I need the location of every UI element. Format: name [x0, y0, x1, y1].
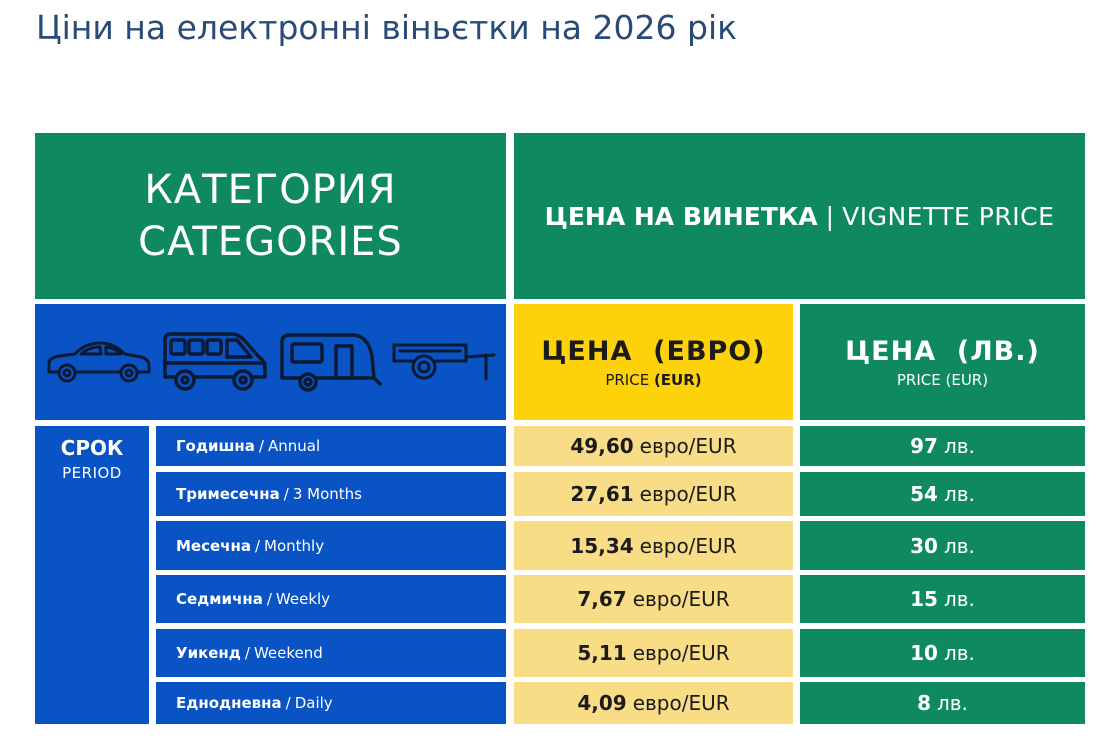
table-cell-eur: 49,60 евро/EUR — [514, 426, 793, 466]
period-label-bg: СРОК — [60, 436, 124, 460]
row-name-en: Weekly — [275, 590, 331, 608]
table-row-label: Седмична / Weekly — [156, 575, 506, 623]
header-separator: | — [825, 201, 835, 231]
table-cell-eur: 4,09 евро/EUR — [514, 682, 793, 724]
row-name-bg: Седмична — [176, 590, 263, 608]
minibus-icon — [163, 332, 268, 391]
bgn-unit: лв. — [943, 587, 975, 611]
row-name-bg: Годишна — [176, 437, 255, 455]
eur-unit: евро/EUR — [639, 533, 737, 558]
eur-value: 5,11 — [577, 641, 627, 665]
eur-unit: евро/EUR — [632, 587, 730, 611]
vignette-price-header: ЦЕНА НА ВИНЕТКА | VIGNETTE PRICE — [514, 133, 1085, 299]
eur-value: 49,60 — [570, 434, 634, 458]
period-label-en: PERIOD — [62, 464, 122, 482]
car-icon — [47, 341, 151, 383]
eur-unit: евро/EUR — [632, 641, 730, 665]
table-row-label: Уикенд / Weekend — [156, 629, 506, 677]
row-name-bg: Еднодневна — [176, 694, 282, 712]
table-cell-bgn: 30 лв. — [800, 521, 1085, 570]
bgn-value: 8 — [917, 691, 931, 715]
row-name-en: 3 Months — [292, 485, 362, 503]
table-row-label: Годишна / Annual — [156, 426, 506, 466]
table-cell-eur: 7,67 евро/EUR — [514, 575, 793, 623]
table-cell-bgn: 54 лв. — [800, 472, 1085, 516]
bgn-value: 54 — [910, 482, 938, 506]
row-name-bg: Тримесечна — [176, 485, 280, 503]
category-title-bg: КАТЕГОРИЯ — [144, 167, 397, 213]
category-header: КАТЕГОРИЯ CATEGORIES — [35, 133, 506, 299]
price-eur-sub-prefix: PRICE — [605, 370, 650, 389]
table-cell-eur: 5,11 евро/EUR — [514, 629, 793, 677]
row-name-en: Weekend — [253, 644, 323, 662]
eur-value: 4,09 — [577, 691, 627, 715]
table-cell-eur: 27,61 евро/EUR — [514, 472, 793, 516]
bgn-unit: лв. — [943, 533, 975, 558]
table-row-label: Еднодневна / Daily — [156, 682, 506, 724]
row-name-en: Daily — [294, 694, 333, 712]
bgn-value: 30 — [910, 533, 938, 558]
price-eur-title: ЦЕНА (ЕВРО) — [541, 335, 766, 367]
eur-value: 15,34 — [570, 533, 634, 558]
eur-unit: евро/EUR — [639, 482, 737, 506]
category-title-en: CATEGORIES — [138, 219, 403, 265]
eur-unit: евро/EUR — [632, 691, 730, 715]
bgn-value: 15 — [910, 587, 938, 611]
caravan-icon — [279, 333, 382, 392]
bgn-value: 10 — [910, 641, 938, 665]
price-eur-sub-bold: (EUR) — [653, 370, 702, 389]
table-cell-bgn: 97 лв. — [800, 426, 1085, 466]
period-column: СРОК PERIOD — [35, 426, 149, 724]
eur-value: 7,67 — [577, 587, 627, 611]
row-name-bg: Месечна — [176, 536, 251, 555]
table-cell-bgn: 8 лв. — [800, 682, 1085, 724]
table-cell-eur: 15,34 евро/EUR — [514, 521, 793, 570]
price-bgn-subtitle: PRICE (EUR) — [896, 370, 989, 389]
vehicle-icons-bar — [35, 304, 506, 420]
bgn-unit: лв. — [943, 641, 975, 665]
eur-value: 27,61 — [570, 482, 634, 506]
row-name-en: Monthly — [264, 536, 325, 555]
row-name-en: Annual — [267, 437, 321, 455]
trailer-icon — [392, 343, 496, 381]
vignette-price-en: VIGNETTE PRICE — [842, 201, 1055, 231]
row-name-bg: Уикенд — [176, 644, 241, 662]
eur-unit: евро/EUR — [639, 434, 737, 458]
bgn-value: 97 — [910, 434, 938, 458]
table-row-label: Месечна / Monthly — [156, 521, 506, 570]
table-cell-bgn: 10 лв. — [800, 629, 1085, 677]
vignette-price-bg: ЦЕНА НА ВИНЕТКА — [544, 201, 818, 231]
table-row-label: Тримесечна/3 Months — [156, 472, 506, 516]
bgn-unit: лв. — [936, 691, 968, 715]
vignette-price-title: ЦЕНА НА ВИНЕТКА | VIGNETTE PRICE — [545, 202, 1055, 231]
table-cell-bgn: 15 лв. — [800, 575, 1085, 623]
bgn-unit: лв. — [943, 482, 975, 506]
price-bgn-title: ЦЕНА (ЛВ.) — [845, 335, 1040, 367]
price-eur-header: ЦЕНА (ЕВРО) PRICE (EUR) — [514, 304, 793, 420]
page-title: Ціни на електронні віньєтки на 2026 рік — [36, 8, 738, 47]
bgn-unit: лв. — [943, 434, 975, 458]
price-eur-subtitle: PRICE (EUR) — [605, 371, 701, 389]
price-bgn-header: ЦЕНА (ЛВ.) PRICE (EUR) — [800, 304, 1085, 420]
